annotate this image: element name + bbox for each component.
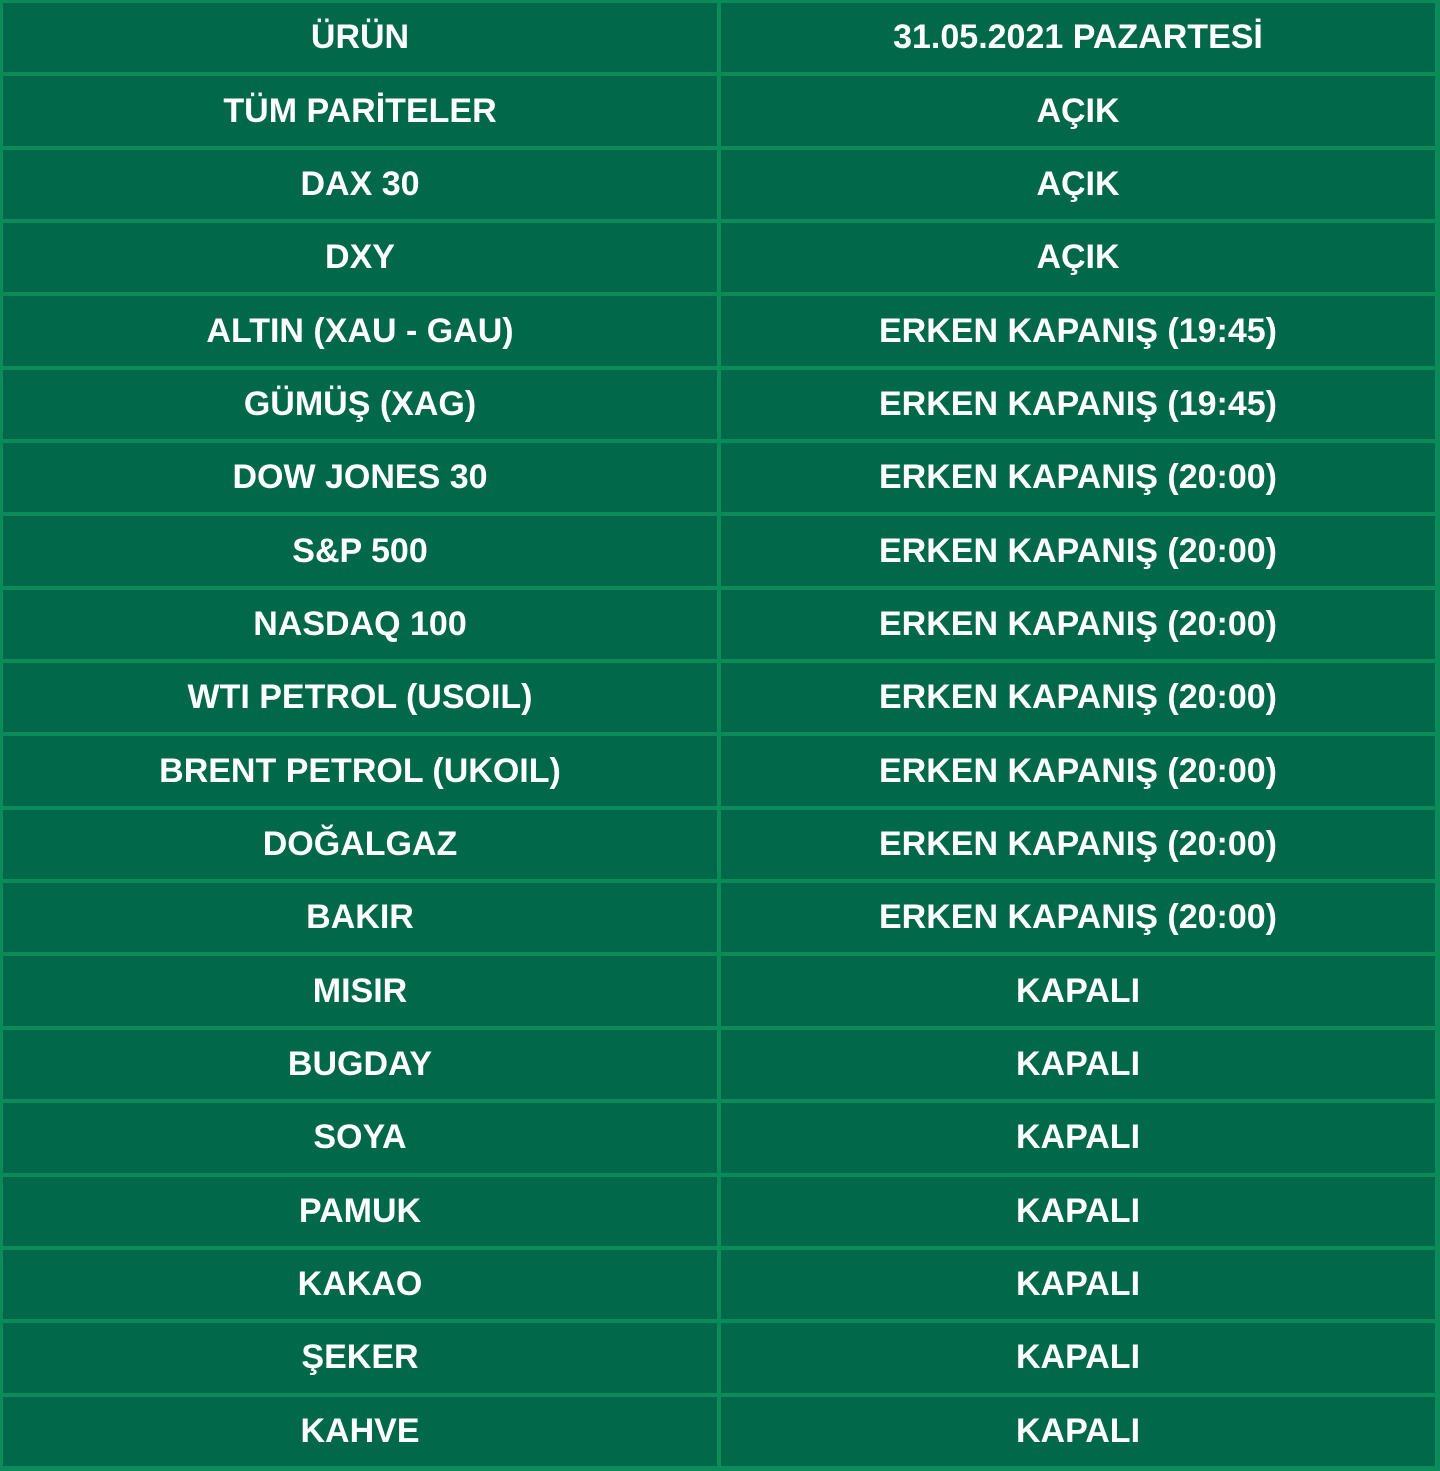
table-row: S&P 500 ERKEN KAPANIŞ (20:00) <box>3 516 1435 586</box>
product-cell: GÜMÜŞ (XAG) <box>3 369 717 440</box>
status-cell: KAPALI <box>721 1103 1435 1173</box>
product-cell: ALTIN (XAU - GAU) <box>3 296 717 366</box>
table-row: PAMUK KAPALI <box>3 1176 1435 1246</box>
table-row: BAKIR ERKEN KAPANIŞ (20:00) <box>3 883 1435 953</box>
product-cell: DOW JONES 30 <box>3 443 717 513</box>
table-row: TÜM PARİTELER AÇIK <box>3 76 1435 146</box>
status-cell: ERKEN KAPANIŞ (20:00) <box>721 663 1435 733</box>
product-cell: MISIR <box>3 956 717 1026</box>
status-cell: KAPALI <box>721 1323 1435 1393</box>
table-row: SOYA KAPALI <box>3 1103 1435 1173</box>
product-cell: BRENT PETROL (UKOIL) <box>3 736 717 806</box>
status-cell: ERKEN KAPANIŞ (20:00) <box>721 516 1435 586</box>
header-row: ÜRÜN 31.05.2021 PAZARTESİ <box>3 3 1435 73</box>
product-cell: ŞEKER <box>3 1323 717 1393</box>
table-row: WTI PETROL (USOIL) ERKEN KAPANIŞ (20:00) <box>3 663 1435 733</box>
table-row: BUGDAY KAPALI <box>3 1029 1435 1100</box>
status-cell: ERKEN KAPANIŞ (20:00) <box>721 443 1435 513</box>
product-cell: BUGDAY <box>3 1029 717 1100</box>
status-cell: ERKEN KAPANIŞ (19:45) <box>721 369 1435 440</box>
table-row: BRENT PETROL (UKOIL) ERKEN KAPANIŞ (20:00… <box>3 736 1435 806</box>
status-cell: AÇIK <box>721 149 1435 220</box>
status-cell: KAPALI <box>721 1396 1435 1466</box>
header-product: ÜRÜN <box>3 3 717 73</box>
product-cell: S&P 500 <box>3 516 717 586</box>
table-row: GÜMÜŞ (XAG) ERKEN KAPANIŞ (19:45) <box>3 369 1435 440</box>
table-row: DAX 30 AÇIK <box>3 149 1435 220</box>
header-date: 31.05.2021 PAZARTESİ <box>721 3 1435 73</box>
status-cell: KAPALI <box>721 1176 1435 1246</box>
product-cell: KAHVE <box>3 1396 717 1466</box>
product-cell: PAMUK <box>3 1176 717 1246</box>
table-row: MISIR KAPALI <box>3 956 1435 1026</box>
status-cell: AÇIK <box>721 223 1435 293</box>
table-row: ŞEKER KAPALI <box>3 1323 1435 1393</box>
status-cell: ERKEN KAPANIŞ (20:00) <box>721 883 1435 953</box>
product-cell: TÜM PARİTELER <box>3 76 717 146</box>
product-cell: KAKAO <box>3 1249 717 1320</box>
product-cell: DAX 30 <box>3 149 717 220</box>
table-row: KAKAO KAPALI <box>3 1249 1435 1320</box>
status-cell: KAPALI <box>721 956 1435 1026</box>
product-cell: DXY <box>3 223 717 293</box>
table-row: DOĞALGAZ ERKEN KAPANIŞ (20:00) <box>3 809 1435 880</box>
product-cell: WTI PETROL (USOIL) <box>3 663 717 733</box>
status-cell: ERKEN KAPANIŞ (20:00) <box>721 736 1435 806</box>
product-cell: NASDAQ 100 <box>3 589 717 660</box>
status-cell: ERKEN KAPANIŞ (20:00) <box>721 589 1435 660</box>
table-row: KAHVE KAPALI <box>3 1396 1435 1466</box>
status-cell: AÇIK <box>721 76 1435 146</box>
status-cell: ERKEN KAPANIŞ (19:45) <box>721 296 1435 366</box>
table-row: ALTIN (XAU - GAU) ERKEN KAPANIŞ (19:45) <box>3 296 1435 366</box>
table-row: DOW JONES 30 ERKEN KAPANIŞ (20:00) <box>3 443 1435 513</box>
status-cell: KAPALI <box>721 1249 1435 1320</box>
product-cell: BAKIR <box>3 883 717 953</box>
table-row: NASDAQ 100 ERKEN KAPANIŞ (20:00) <box>3 589 1435 660</box>
product-cell: DOĞALGAZ <box>3 809 717 880</box>
table-row: DXY AÇIK <box>3 223 1435 293</box>
product-cell: SOYA <box>3 1103 717 1173</box>
status-cell: KAPALI <box>721 1029 1435 1100</box>
status-cell: ERKEN KAPANIŞ (20:00) <box>721 809 1435 880</box>
